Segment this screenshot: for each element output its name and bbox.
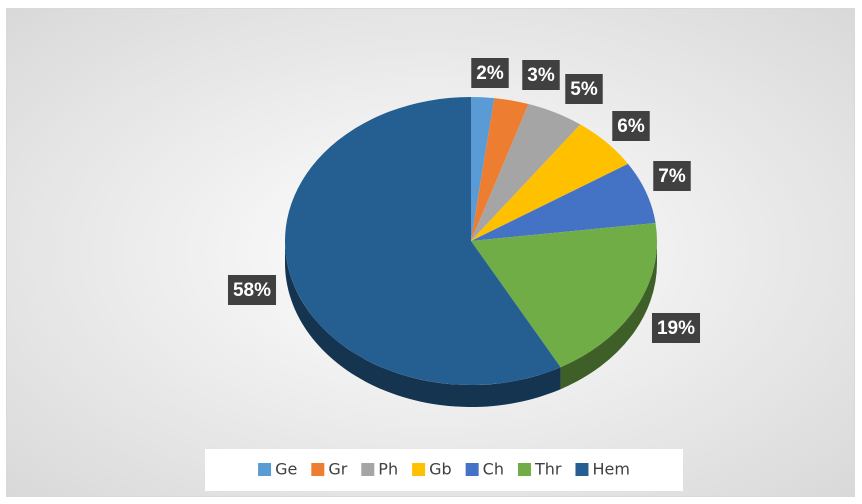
data-label: 6% bbox=[617, 116, 645, 137]
slice bbox=[471, 124, 629, 241]
data-label: 5% bbox=[570, 79, 598, 100]
pie-tops bbox=[285, 97, 657, 385]
slice-side bbox=[285, 241, 561, 407]
legend: Ge Gr Ph Gb Ch Thr Hem bbox=[258, 460, 630, 479]
legend-box bbox=[205, 449, 683, 491]
legend-label: Ge bbox=[275, 460, 297, 479]
legend-item: Thr bbox=[517, 460, 562, 479]
legend-label: Ch bbox=[483, 460, 504, 479]
data-label-box bbox=[565, 74, 603, 104]
slice bbox=[285, 97, 561, 385]
legend-swatch bbox=[465, 463, 479, 476]
legend-item: Hem bbox=[575, 460, 630, 479]
data-label-box bbox=[651, 313, 701, 343]
legend-swatch bbox=[517, 463, 531, 476]
legend-label: Thr bbox=[534, 460, 562, 479]
slice bbox=[471, 222, 657, 368]
data-label: 58% bbox=[233, 280, 271, 301]
legend-swatch bbox=[412, 463, 426, 476]
legend-item: Ch bbox=[465, 460, 504, 479]
slice bbox=[471, 97, 495, 241]
legend-swatch bbox=[311, 463, 325, 476]
legend-swatch bbox=[575, 463, 589, 476]
data-label: 7% bbox=[658, 166, 686, 187]
slice-side bbox=[560, 241, 657, 390]
legend-item: Ph bbox=[361, 460, 398, 479]
data-label: 2% bbox=[476, 63, 504, 84]
slice bbox=[471, 104, 581, 242]
legend-swatch bbox=[361, 463, 375, 476]
data-label-box bbox=[471, 58, 509, 88]
legend-item: Ge bbox=[258, 460, 297, 479]
pie-sides bbox=[285, 241, 657, 407]
legend-item: Gr bbox=[311, 460, 348, 479]
legend-label: Hem bbox=[592, 460, 629, 479]
legend-item: Gb bbox=[412, 460, 452, 479]
data-label-box bbox=[227, 275, 277, 305]
data-label-box bbox=[612, 111, 650, 141]
slice bbox=[471, 98, 529, 241]
legend-label: Gr bbox=[328, 460, 347, 479]
legend-label: Ph bbox=[378, 460, 398, 479]
data-labels: 2% 3% 5% 6% 7% 19% 58% bbox=[227, 58, 701, 343]
data-label: 19% bbox=[657, 318, 695, 339]
data-label: 3% bbox=[527, 65, 555, 86]
data-label-box bbox=[653, 161, 691, 191]
slice bbox=[471, 163, 656, 241]
legend-swatch bbox=[258, 463, 272, 476]
legend-label: Gb bbox=[429, 460, 452, 479]
data-label-box bbox=[522, 60, 560, 90]
